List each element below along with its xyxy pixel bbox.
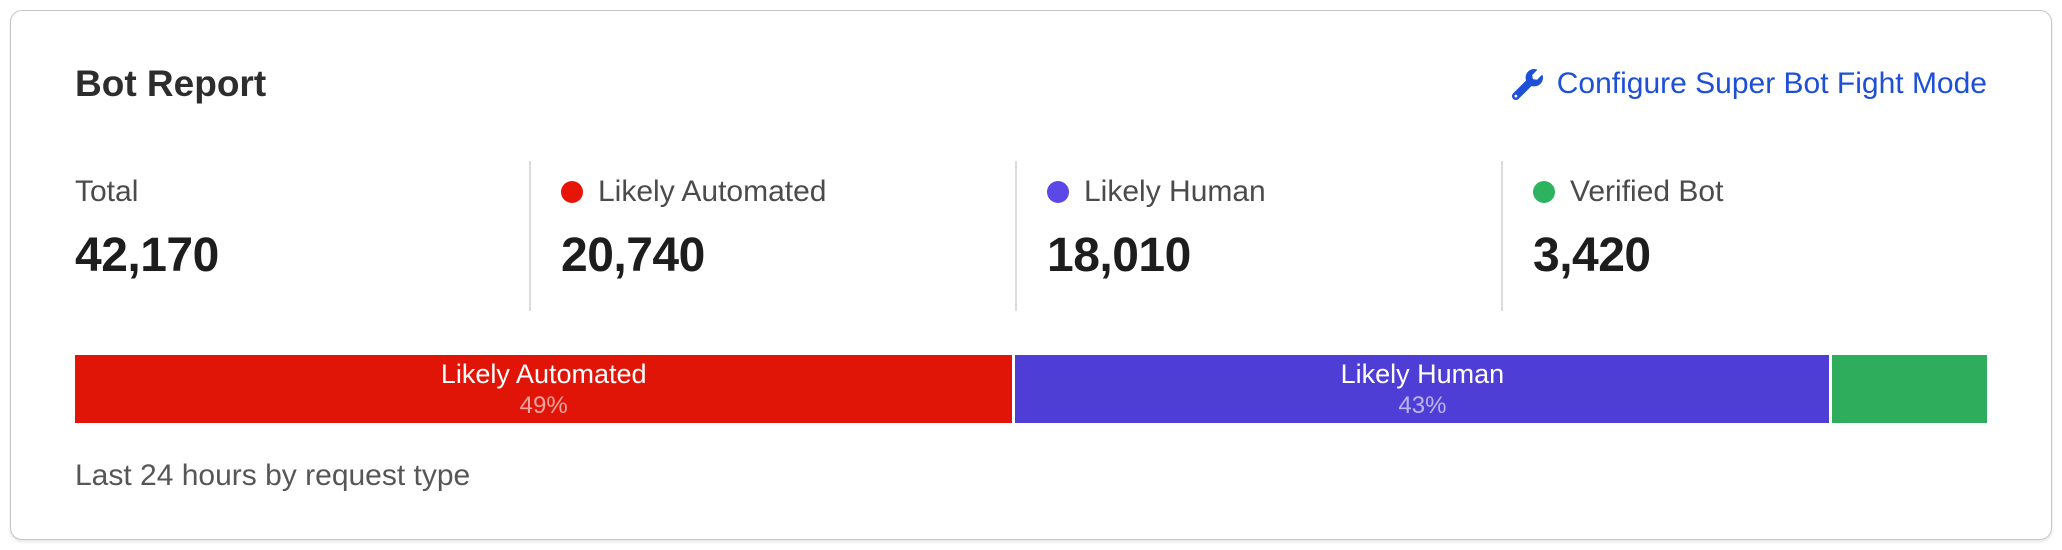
- stat-verified-bot: Verified Bot 3,420: [1501, 161, 1987, 311]
- chart-caption: Last 24 hours by request type: [75, 459, 471, 492]
- configure-super-bot-fight-mode-link[interactable]: Configure Super Bot Fight Mode: [1511, 67, 1987, 101]
- request-type-stacked-bar: Likely Automated 49% Likely Human 43%: [75, 355, 1987, 423]
- stat-likely-automated: Likely Automated 20,740: [529, 161, 1015, 311]
- stat-likely-automated-label-row: Likely Automated: [561, 175, 1015, 208]
- stats-row: Total 42,170 Likely Automated 20,740 Lik…: [75, 161, 1987, 311]
- stat-likely-human-label-row: Likely Human: [1047, 175, 1501, 208]
- bar-segment-verified-bot[interactable]: [1832, 355, 1987, 423]
- stat-total-label-row: Total: [75, 175, 529, 208]
- bot-report-card: Bot Report Configure Super Bot Fight Mod…: [10, 10, 2052, 540]
- wrench-icon: [1511, 68, 1543, 100]
- stat-verified-bot-label: Verified Bot: [1570, 175, 1724, 208]
- configure-link-label: Configure Super Bot Fight Mode: [1556, 67, 1987, 100]
- stat-total-value: 42,170: [75, 229, 219, 282]
- card-header: Bot Report Configure Super Bot Fight Mod…: [75, 63, 1987, 105]
- bar-segment-percent: 49%: [519, 392, 568, 420]
- stat-likely-human-label: Likely Human: [1084, 175, 1266, 208]
- bar-segment-likely-automated[interactable]: Likely Automated 49%: [75, 355, 1013, 423]
- stat-total-label: Total: [75, 175, 139, 208]
- likely-automated-dot-icon: [561, 180, 583, 203]
- stat-likely-automated-label: Likely Automated: [598, 175, 827, 208]
- stat-total: Total 42,170: [75, 161, 529, 311]
- stat-likely-human: Likely Human 18,010: [1015, 161, 1501, 311]
- bar-segment-likely-human[interactable]: Likely Human 43%: [1015, 355, 1830, 423]
- likely-human-dot-icon: [1047, 180, 1069, 203]
- bar-segment-name: Likely Automated: [440, 358, 647, 389]
- stat-likely-human-value: 18,010: [1047, 229, 1191, 282]
- stat-verified-bot-label-row: Verified Bot: [1533, 175, 1987, 208]
- verified-bot-dot-icon: [1533, 180, 1555, 203]
- page-title: Bot Report: [75, 63, 267, 104]
- bar-segment-percent: 43%: [1398, 392, 1447, 420]
- stat-verified-bot-value: 3,420: [1533, 229, 1651, 282]
- stat-likely-automated-value: 20,740: [561, 229, 705, 282]
- bar-segment-name: Likely Human: [1340, 358, 1505, 389]
